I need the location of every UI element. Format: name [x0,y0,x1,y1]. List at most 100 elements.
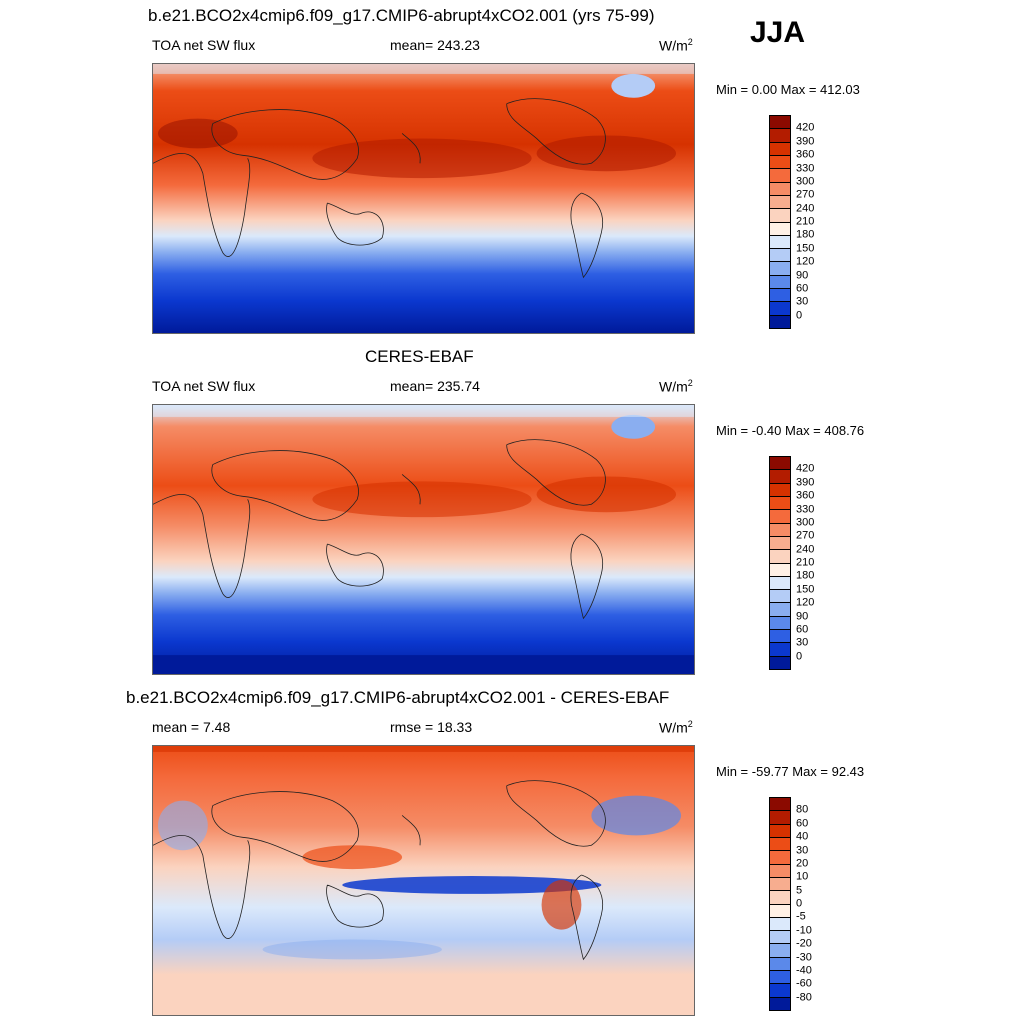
model-colorbar-swatch [770,302,790,316]
diff-colorbar-tick-label: -60 [796,977,812,990]
model-colorbar-tick-label: 240 [796,202,815,215]
diff-mean-label: mean = 7.48 [152,719,231,735]
model-mean-label: mean= 243.23 [390,37,480,53]
obs-colorbar [769,456,791,670]
model-colorbar-swatch [770,142,790,156]
diff-colorbar-swatch [770,984,790,998]
model-colorbar-swatch [770,195,790,210]
diff-colorbar [769,797,791,1011]
model-map [152,63,695,334]
model-colorbar-tick-label: 180 [796,228,815,241]
obs-colorbar-swatch [770,536,790,551]
model-colorbar-swatch [770,169,790,183]
obs-colorbar-tick-label: 390 [796,476,815,489]
model-units-label: W/m2 [659,37,693,54]
diff-colorbar-swatch [770,837,790,852]
diff-colorbar-tick-label: 40 [796,830,809,843]
diff-colorbar-tick-label: -5 [796,910,806,923]
obs-colorbar-swatch [770,630,790,644]
obs-panel-title: CERES-EBAF [365,347,474,366]
diff-colorbar-swatch [770,917,790,932]
obs-colorbar-tick-label: 150 [796,583,815,596]
obs-colorbar-tick-label: 360 [796,489,815,502]
diff-colorbar-tick-label: -10 [796,924,812,937]
obs-map [152,404,695,675]
obs-colorbar-tick-label: 0 [796,650,803,663]
model-minmax-label: Min = 0.00 Max = 412.03 [716,82,860,97]
obs-colorbar-swatch [770,643,790,657]
diff-minmax-label: Min = -59.77 Max = 92.43 [716,764,865,779]
diff-colorbar-tick-label: 5 [796,884,803,897]
diff-colorbar-tick-label: 60 [796,817,809,830]
obs-mean-label: mean= 235.74 [390,378,480,394]
obs-colorbar-tick-label: 330 [796,503,815,515]
obs-colorbar-swatch [770,470,790,484]
model-colorbar-swatch [770,249,790,263]
obs-colorbar-tick-label: 60 [796,623,809,636]
model-colorbar-tick-label: 0 [796,309,803,322]
diff-colorbar-tick-label: 80 [796,803,809,816]
model-colorbar-swatch [770,235,790,250]
diff-colorbar-swatch [770,811,790,825]
obs-colorbar-swatch [770,603,790,617]
model-colorbar-swatch [770,182,790,196]
model-panel-title: b.e21.BCO2x4cmip6.f09_g17.CMIP6-abrupt4x… [148,6,655,25]
model-colorbar-tick-label: 300 [796,175,815,188]
model-colorbar-swatch [770,222,790,236]
obs-colorbar-tick-label: 30 [796,636,809,649]
model-colorbar-tick-label: 120 [796,255,815,268]
diff-colorbar-swatch [770,904,790,918]
obs-colorbar-swatch [770,457,790,471]
diff-colorbar-swatch [770,957,790,972]
diff-colorbar-swatch [770,997,790,1010]
model-colorbar-tick-label: 390 [796,135,815,148]
model-colorbar-tick-label: 150 [796,242,815,255]
diff-colorbar-swatch [770,891,790,905]
diff-colorbar-tick-label: -20 [796,937,812,950]
diff-colorbar-swatch [770,944,790,958]
diff-map [152,745,695,1016]
model-colorbar-tick-label: 270 [796,188,815,201]
obs-units-label: W/m2 [659,378,693,395]
obs-colorbar-swatch [770,656,790,669]
obs-colorbar-tick-label: 180 [796,569,815,582]
diff-colorbar-tick-label: 30 [796,844,809,856]
obs-colorbar-tick-label: 210 [796,556,815,569]
diff-colorbar-tick-label: -80 [796,991,812,1004]
model-variable-label: TOA net SW flux [152,37,256,53]
model-colorbar-swatch [770,275,790,290]
diff-colorbar-tick-label: -40 [796,964,812,977]
obs-colorbar-swatch [770,483,790,497]
diff-colorbar-tick-label: 20 [796,857,809,870]
model-colorbar-swatch [770,155,790,170]
obs-colorbar-swatch [770,523,790,537]
diff-colorbar-swatch [770,851,790,865]
obs-colorbar-tick-label: 120 [796,596,815,609]
obs-minmax-label: Min = -0.40 Max = 408.76 [716,423,865,438]
diff-colorbar-swatch [770,824,790,838]
model-colorbar-tick-label: 210 [796,215,815,228]
diff-colorbar-tick-label: 0 [796,897,803,910]
diff-colorbar-swatch [770,877,790,892]
diff-colorbar-tick-label: 10 [796,870,809,883]
obs-colorbar-swatch [770,510,790,524]
obs-colorbar-swatch [770,550,790,564]
obs-variable-label: TOA net SW flux [152,378,256,394]
diff-colorbar-swatch [770,798,790,812]
model-colorbar-swatch [770,209,790,223]
model-colorbar-swatch [770,262,790,276]
model-colorbar [769,115,791,329]
obs-colorbar-tick-label: 90 [796,610,809,622]
diff-colorbar-swatch [770,864,790,878]
obs-colorbar-swatch [770,590,790,604]
obs-colorbar-tick-label: 300 [796,516,815,529]
model-colorbar-tick-label: 330 [796,162,815,174]
obs-colorbar-swatch [770,616,790,631]
diff-colorbar-swatch [770,931,790,945]
obs-colorbar-tick-label: 420 [796,462,815,475]
obs-colorbar-tick-label: 240 [796,543,815,556]
model-colorbar-tick-label: 60 [796,282,809,295]
model-colorbar-tick-label: 360 [796,148,815,161]
model-colorbar-swatch [770,315,790,328]
model-colorbar-tick-label: 420 [796,121,815,134]
